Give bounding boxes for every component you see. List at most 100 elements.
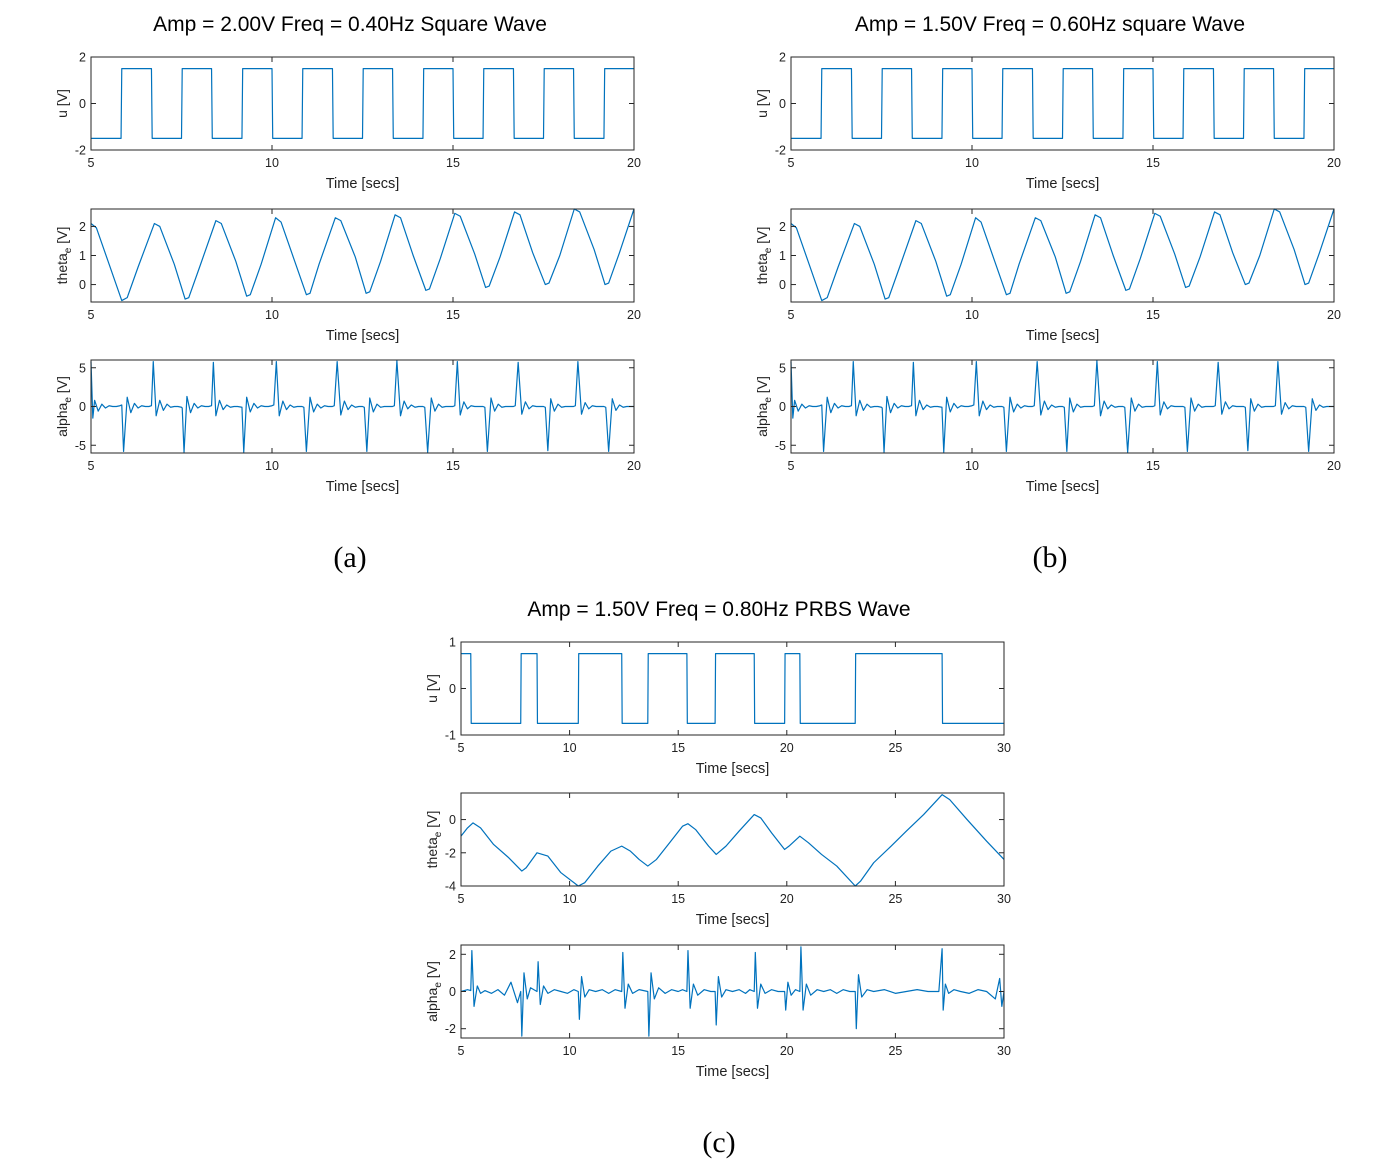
- panel-a-axes-u: 5 10 15 20 -2 0 2 Time [secs] u [V]: [54, 51, 641, 193]
- panel-c-title: Amp = 1.50V Freq = 0.80Hz PRBS Wave: [527, 598, 910, 621]
- x-tick-label: 30: [997, 741, 1011, 755]
- y-axis-label: alphae [V]: [754, 376, 774, 437]
- panel-b-axes-u: 5 10 15 20 -2 0 2 Time [secs] u [V]: [754, 51, 1341, 193]
- series-line: [790, 360, 1334, 453]
- y-tick-label: -2: [75, 144, 86, 158]
- y-tick-label: 1: [449, 636, 456, 650]
- x-tick-label: 20: [1327, 459, 1341, 473]
- x-tick-label: 15: [671, 1044, 685, 1058]
- x-tick-label: 15: [1146, 156, 1160, 170]
- y-tick-label: 2: [779, 51, 786, 65]
- x-tick-label: 15: [1146, 459, 1160, 473]
- y-tick-label: 0: [79, 400, 86, 414]
- x-tick-label: 30: [997, 1044, 1011, 1058]
- x-tick-label: 20: [627, 308, 641, 322]
- x-tick-label: 5: [88, 156, 95, 170]
- x-tick-label: 20: [780, 892, 794, 906]
- x-tick-label: 10: [265, 459, 279, 473]
- series-line: [790, 208, 1335, 302]
- y-tick-label: -4: [445, 880, 456, 894]
- panel-a-title: Amp = 2.00V Freq = 0.40Hz Square Wave: [153, 13, 547, 36]
- panel-c-caption: (c): [702, 1126, 735, 1159]
- x-tick-label: 10: [265, 308, 279, 322]
- panel-b-caption: (b): [1033, 541, 1068, 574]
- panel-a: Amp = 2.00V Freq = 0.40Hz Square Wave 5 1…: [54, 13, 641, 574]
- x-tick-label: 15: [671, 892, 685, 906]
- y-axis-label-main: theta: [424, 837, 440, 868]
- y-axis-label-subscript: e: [433, 982, 444, 988]
- panel-a-caption: (a): [333, 541, 366, 574]
- y-axis-label: thetae [V]: [754, 227, 774, 285]
- series-line: [460, 794, 1005, 887]
- x-tick-label: 10: [965, 308, 979, 322]
- x-tick-label: 15: [446, 156, 460, 170]
- series-line: [460, 946, 1005, 1037]
- panel-a-axes-alpha: 5 10 15 20 -5 0 5 Time [secs] alphae [V]: [54, 359, 641, 495]
- y-axis-label-subscript: e: [63, 397, 74, 403]
- x-axis-label: Time [secs]: [1026, 176, 1100, 192]
- x-tick-label: 15: [446, 459, 460, 473]
- y-tick-label: 0: [779, 278, 786, 292]
- y-tick-label: 5: [79, 361, 86, 375]
- y-tick-label: 0: [449, 813, 456, 827]
- y-axis-label: alphae [V]: [54, 376, 74, 437]
- y-axis-label-unit: [V]: [424, 811, 440, 832]
- axis-box: [460, 792, 1005, 887]
- x-tick-label: 5: [788, 308, 795, 322]
- series-line: [461, 653, 1004, 724]
- x-tick-label: 10: [265, 156, 279, 170]
- y-tick-label: 0: [449, 682, 456, 696]
- y-tick-label: -5: [775, 439, 786, 453]
- y-axis-label: thetae [V]: [424, 811, 444, 869]
- x-tick-label: 5: [88, 459, 95, 473]
- y-tick-label: 2: [79, 220, 86, 234]
- panel-b-title: Amp = 1.50V Freq = 0.60Hz square Wave: [855, 13, 1245, 36]
- y-axis-label: u [V]: [754, 89, 770, 118]
- y-axis-label: thetae [V]: [54, 227, 74, 285]
- y-axis-label-main: theta: [754, 253, 770, 284]
- x-tick-label: 25: [888, 1044, 902, 1058]
- x-tick-label: 15: [446, 308, 460, 322]
- y-axis-label-unit: [V]: [54, 227, 70, 248]
- x-tick-label: 20: [627, 156, 641, 170]
- x-tick-label: 20: [627, 459, 641, 473]
- x-axis-label: Time [secs]: [1026, 479, 1100, 495]
- panel-b: Amp = 1.50V Freq = 0.60Hz square Wave 5 1…: [754, 13, 1341, 574]
- y-tick-label: 0: [779, 97, 786, 111]
- x-tick-label: 10: [965, 459, 979, 473]
- x-axis-label: Time [secs]: [326, 328, 400, 344]
- x-axis-label: Time [secs]: [696, 761, 770, 777]
- y-axis-label-main: u [V]: [754, 89, 770, 118]
- y-tick-label: -2: [775, 144, 786, 158]
- y-tick-label: 0: [779, 400, 786, 414]
- x-tick-label: 25: [888, 741, 902, 755]
- y-axis-label-subscript: e: [63, 247, 74, 253]
- x-tick-label: 5: [788, 156, 795, 170]
- panel-c-axes-u: 5 10 15 20 25 30 -1 0 1 Time [secs] u [V]: [424, 636, 1011, 778]
- series-line: [91, 68, 634, 139]
- y-tick-label: 2: [449, 948, 456, 962]
- x-tick-label: 10: [563, 1044, 577, 1058]
- x-axis-label: Time [secs]: [696, 1064, 770, 1080]
- y-tick-label: 0: [79, 97, 86, 111]
- y-tick-label: 2: [779, 220, 786, 234]
- series-line: [90, 208, 635, 302]
- panel-b-axes-theta: 5 10 15 20 0 1 2 Time [secs] thetae [V]: [754, 208, 1341, 344]
- x-tick-label: 20: [1327, 156, 1341, 170]
- y-tick-label: -5: [75, 439, 86, 453]
- x-axis-label: Time [secs]: [326, 176, 400, 192]
- y-axis-label-main: u [V]: [54, 89, 70, 118]
- y-tick-label: 0: [79, 278, 86, 292]
- x-tick-label: 5: [458, 892, 465, 906]
- y-axis-label-subscript: e: [763, 247, 774, 253]
- y-axis-label-main: alpha: [54, 402, 70, 436]
- y-axis-label-main: alpha: [424, 987, 440, 1021]
- y-axis-label-main: alpha: [754, 402, 770, 436]
- x-tick-label: 5: [88, 308, 95, 322]
- y-tick-label: 1: [79, 249, 86, 263]
- y-tick-label: -1: [445, 729, 456, 743]
- x-tick-label: 30: [997, 892, 1011, 906]
- y-axis-label-unit: [V]: [754, 376, 770, 397]
- series-line: [90, 360, 634, 453]
